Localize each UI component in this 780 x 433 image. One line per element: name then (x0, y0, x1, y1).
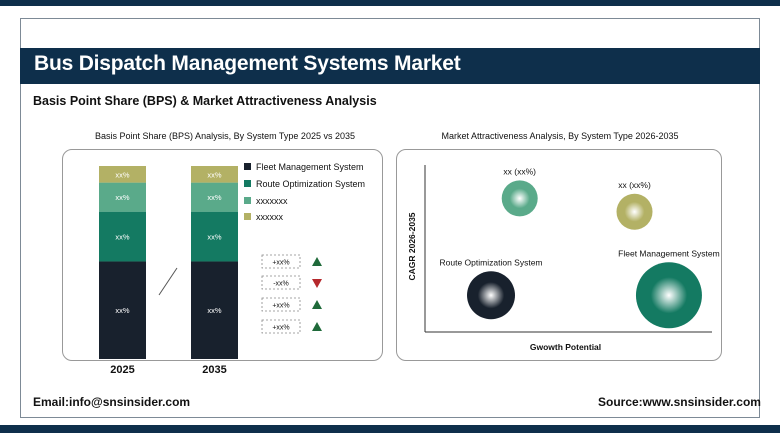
attractiveness-chart-title: Market Attractiveness Analysis, By Syste… (441, 131, 679, 141)
title-band (20, 48, 760, 84)
footer-source: Source:www.snsinsider.com (598, 395, 761, 409)
footer-email: Email:info@snsinsider.com (33, 395, 191, 409)
trend-arrow (158, 267, 178, 296)
page-subtitle: Basis Point Share (BPS) & Market Attract… (33, 94, 377, 108)
change-box (261, 254, 301, 269)
arrow-up-icon (312, 257, 322, 266)
legend-label: Fleet Management System (256, 162, 364, 172)
attractiveness-chart: Gwowth Potential CAGR 2026-2035 xx (xx%) xx… (407, 165, 720, 352)
bar-value-label: xx% (115, 306, 130, 315)
bubble-point (635, 262, 702, 329)
bar-value-label: xx% (115, 170, 130, 179)
bar-segment (99, 166, 146, 183)
change-label: +xx% (272, 260, 289, 267)
bar-segment (99, 182, 146, 212)
legend-label: Route Optimization System (256, 179, 365, 189)
bar-value-label: xx% (207, 193, 222, 202)
x-axis-label: Gwowth Potential (530, 342, 601, 352)
bar-segment (191, 261, 238, 359)
bar-value-label: xx% (115, 233, 130, 242)
bar-value-label: xx% (207, 233, 222, 242)
bubble-label: xx (xx%) (618, 180, 651, 190)
change-label: +xx% (272, 325, 289, 332)
bps-chart-title: Basis Point Share (BPS) Analysis, By Sys… (95, 131, 355, 141)
change-label: +xx% (272, 303, 289, 310)
bottom-accent-bar (0, 425, 780, 433)
arrow-up-icon (312, 300, 322, 309)
change-box (261, 319, 301, 334)
bar-segment (191, 211, 238, 262)
legend-swatch (244, 213, 251, 220)
bubble-label: xx (xx%) (503, 166, 536, 176)
legend-swatch (244, 163, 251, 170)
change-box (261, 297, 301, 312)
bubble-label: Route Optimization System (440, 257, 543, 267)
bps-chart: xx% xx% xx% xx% 2025 xx% xx% xx% xx% 2035 Fleet Ma… (99, 162, 365, 376)
legend-swatch (244, 180, 251, 187)
bubble-point (467, 271, 516, 320)
arrow-up-icon (312, 322, 322, 331)
bar-value-label: xx% (207, 170, 222, 179)
bar-segment (191, 166, 238, 183)
bar-value-label: xx% (115, 193, 130, 202)
bubble-point (616, 193, 653, 230)
top-accent-bar (0, 0, 780, 6)
bar-value-label: xx% (207, 306, 222, 315)
arrow-down-icon (312, 279, 322, 288)
change-label: -xx% (273, 281, 289, 288)
legend-label: xxxxxx (256, 212, 284, 222)
y-axis-label: CAGR 2026-2035 (407, 212, 417, 280)
bar-segment (99, 211, 146, 262)
legend-label: xxxxxxx (256, 196, 288, 206)
bubble-point (501, 180, 538, 217)
change-box (261, 275, 301, 290)
x-tick-label: 2035 (202, 364, 226, 376)
bar-segment (99, 261, 146, 359)
x-tick-label: 2025 (110, 364, 134, 376)
bubble-label: Fleet Management System (618, 248, 720, 258)
bar-segment (191, 182, 238, 212)
page-title: Bus Dispatch Management Systems Market (34, 52, 461, 75)
legend-swatch (244, 197, 251, 204)
